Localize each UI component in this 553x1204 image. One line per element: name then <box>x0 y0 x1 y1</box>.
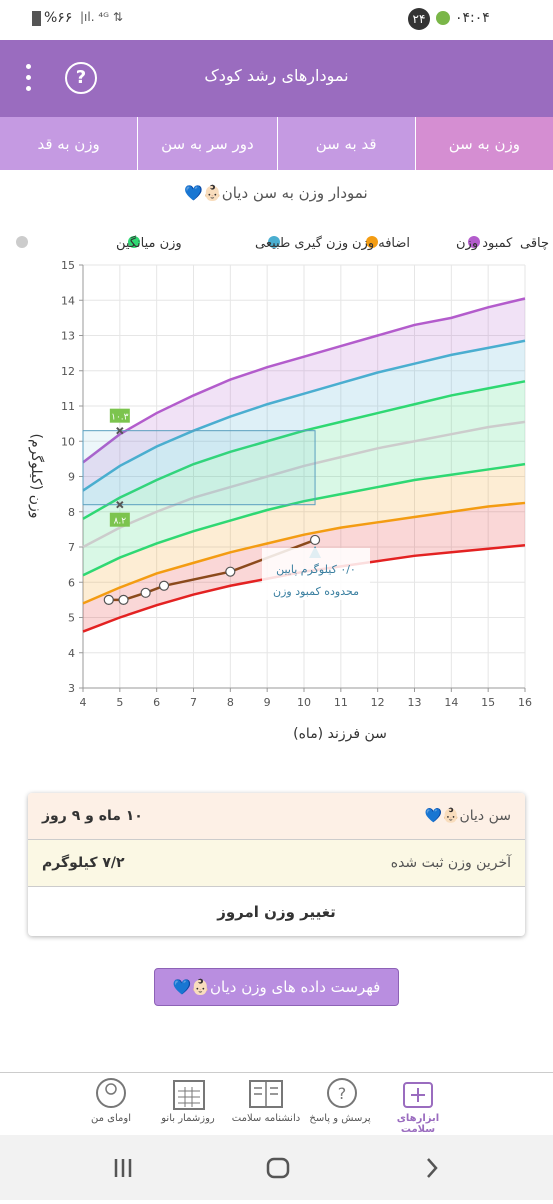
data-point <box>309 534 321 546</box>
y-tick-label: 4 <box>68 647 75 660</box>
y-tick-label: 5 <box>68 612 75 625</box>
legend-label: چاقی <box>520 236 549 251</box>
reference-line <box>82 501 526 605</box>
reference-line <box>82 420 526 549</box>
weight-list-button[interactable]: فهرست داده های وزن دیان👶🏻💙 <box>154 968 399 1006</box>
legend-swatch <box>128 236 140 248</box>
battery: %۶۶ <box>44 10 73 26</box>
clock: ۰۴:۰۴ <box>455 10 490 26</box>
bottom-nav: ? ابزارهای سلامت پرسش و پاسخ دانشنامه سل… <box>0 1072 553 1135</box>
note-text: محدوده کمبود وزن <box>273 585 359 598</box>
reference-line <box>82 339 526 492</box>
nav-item[interactable]: ابزارهای سلامت <box>396 1113 440 1135</box>
nav-item[interactable]: اومای من <box>91 1113 131 1124</box>
x-axis-title: سن فرزند (ماه) <box>293 726 387 742</box>
nav-item[interactable]: پرسش و پاسخ <box>309 1113 371 1124</box>
annotation-label: ۱۰.۳ <box>111 413 129 423</box>
signal-icons: |ıl. ⁴ᴳ ⇅ <box>80 10 123 24</box>
help-button[interactable]: ? <box>65 62 97 94</box>
menu-button[interactable] <box>26 64 32 94</box>
y-tick-label: 8 <box>68 506 75 519</box>
nav-item[interactable]: روزشمار بانو <box>161 1113 215 1124</box>
tab-bar: وزن به سن قد به سن دور سر به سن وزن به ق… <box>0 117 553 170</box>
legend-swatch <box>366 236 378 248</box>
annotation-box <box>109 408 130 423</box>
x-tick-label: 4 <box>80 696 87 709</box>
annotation-label: ۸.۲ <box>114 517 127 527</box>
band <box>83 298 525 491</box>
reference-line <box>82 462 526 577</box>
change-weight-action[interactable]: تغییر وزن امروز <box>217 903 336 921</box>
x-tick-label: 12 <box>371 696 385 709</box>
y-tick-label: 13 <box>61 330 75 343</box>
x-tick-label: 8 <box>227 696 234 709</box>
badge: ۲۴ <box>408 8 430 30</box>
x-tick-label: 15 <box>481 696 495 709</box>
data-point <box>118 594 129 605</box>
row-value: ۱۰ ماه و ۹ روز <box>42 808 143 824</box>
y-tick-label: 10 <box>61 435 75 448</box>
data-point <box>140 587 151 598</box>
y-tick-label: 3 <box>68 682 75 695</box>
annotation-marker <box>116 426 124 435</box>
legend-swatch <box>468 236 480 248</box>
status-bar: ۰۴:۰۴ ۲۴ %۶۶ |ıl. ⁴ᴳ ⇅ <box>0 0 553 40</box>
y-tick-label: 15 <box>61 259 75 272</box>
x-tick-label: 9 <box>264 696 271 709</box>
y-axis-title: وزن (کیلوگرم) <box>28 434 45 519</box>
annotation-marker <box>116 500 124 509</box>
y-tick-label: 9 <box>68 471 75 484</box>
data-point <box>158 580 170 591</box>
legend-label: وزن میانگین <box>116 235 182 251</box>
legend-swatch <box>16 236 28 248</box>
chart-title: نمودار وزن به سن دیان👶🏻💙 <box>184 184 367 202</box>
x-tick-label: 11 <box>334 696 348 709</box>
chart: نمودار وزن به سن دیان👶🏻💙 سن فرزند (ماه) … <box>16 184 549 742</box>
reference-line <box>82 297 526 464</box>
y-tick-label: 11 <box>61 400 75 413</box>
legend-swatch <box>268 236 280 248</box>
nav-item[interactable]: دانشنامه سلامت <box>231 1113 301 1124</box>
y-tick-label: 6 <box>68 576 75 589</box>
x-tick-label: 14 <box>444 696 458 709</box>
svg-text:?: ? <box>338 1084 347 1103</box>
system-nav <box>0 1135 553 1200</box>
data-point <box>103 594 114 605</box>
tab[interactable]: قد به سن <box>276 117 415 170</box>
system-buttons <box>114 1157 438 1179</box>
x-tick-label: 13 <box>408 696 422 709</box>
app-icon <box>436 11 450 25</box>
x-tick-label: 7 <box>190 696 197 709</box>
battery-icon <box>32 11 41 26</box>
header-title: نمودارهای رشد کودک <box>204 66 349 85</box>
range-box <box>82 430 316 506</box>
note-box <box>262 548 370 600</box>
x-tick-label: 16 <box>518 696 532 709</box>
nav-icons: ? <box>96 1078 433 1110</box>
app-header: نمودارهای رشد کودک ? <box>0 40 553 117</box>
tab[interactable]: وزن به سن <box>414 117 553 170</box>
y-tick-label: 7 <box>68 541 75 554</box>
annotation-box <box>109 512 130 527</box>
legend-label: اضافه وزن <box>352 236 410 251</box>
band <box>83 381 525 576</box>
x-tick-label: 6 <box>153 696 160 709</box>
summary-card: سن دیان👶🏻💙 ۱۰ ماه و ۹ روز آخرین وزن ثبت ش… <box>28 793 525 936</box>
row-label: سن دیان👶🏻💙 <box>424 808 511 824</box>
data-point <box>225 566 236 577</box>
x-tick-label: 5 <box>116 696 123 709</box>
tab[interactable]: وزن به قد <box>37 134 100 153</box>
row-label: آخرین وزن ثبت شده <box>390 855 511 871</box>
tab[interactable]: دور سر به سن <box>137 117 276 170</box>
note-text: ۰/۰ کیلوگرم پایین <box>276 563 356 576</box>
card-row: آخرین وزن ثبت شده ۷/۲ کیلوگرم <box>28 840 525 887</box>
y-tick-label: 12 <box>61 365 75 378</box>
y-tick-label: 14 <box>61 294 75 307</box>
legend-label: وزن گیری طبیعی <box>255 235 348 251</box>
legend-label: کمبود وزن <box>456 236 513 251</box>
card-row: سن دیان👶🏻💙 ۱۰ ماه و ۹ روز <box>28 793 525 840</box>
x-tick-label: 10 <box>297 696 311 709</box>
row-value: ۷/۲ کیلوگرم <box>42 855 125 871</box>
